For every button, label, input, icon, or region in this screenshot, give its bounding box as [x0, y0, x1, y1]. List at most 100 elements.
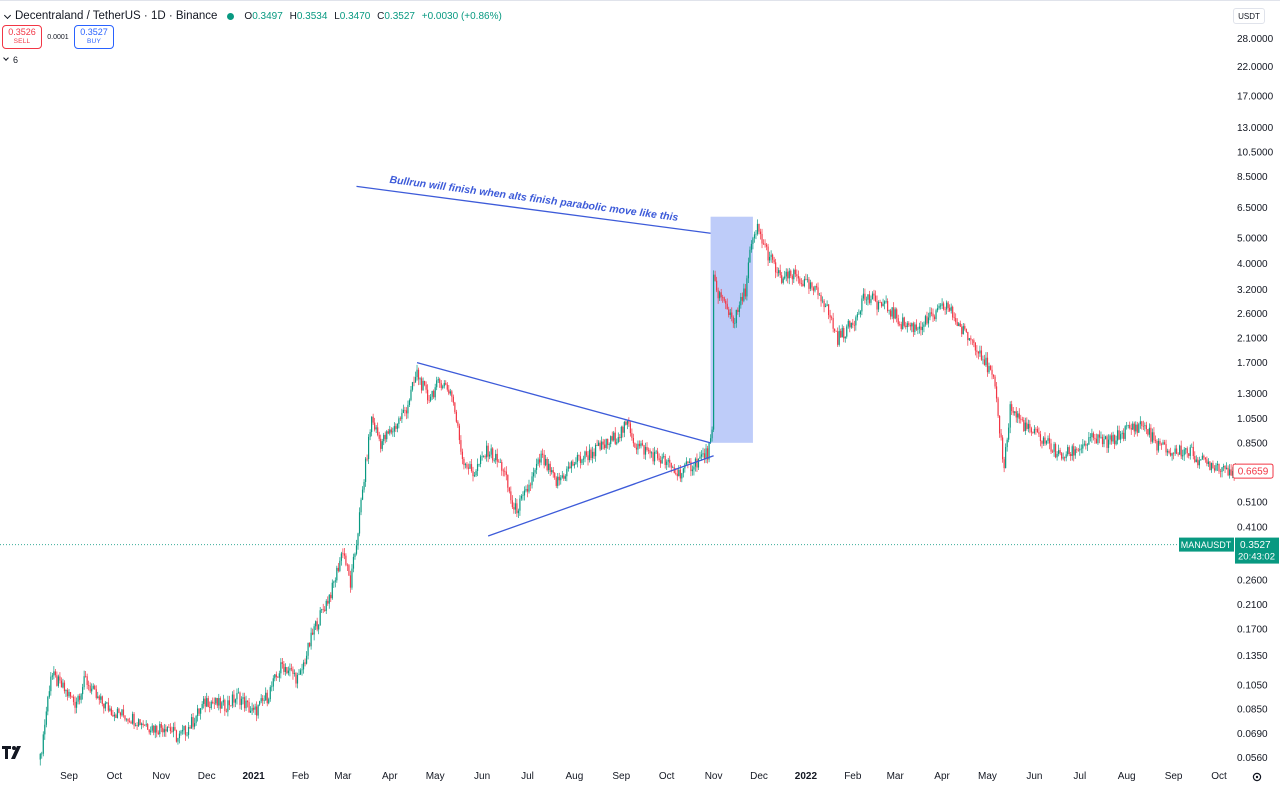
- candle-body: [110, 708, 112, 715]
- collapse-legend-icon[interactable]: [4, 8, 13, 24]
- candle-body: [802, 283, 804, 287]
- candle-body: [909, 325, 911, 327]
- candle-body: [54, 671, 56, 676]
- candle-body: [1021, 419, 1023, 421]
- parabolic-move-highlight-box[interactable]: [710, 216, 753, 443]
- candle-body: [310, 632, 312, 647]
- candle-body: [705, 448, 707, 459]
- candle-body: [417, 369, 420, 380]
- symbol-title[interactable]: Decentraland / TetherUS · 1D · Binance: [15, 10, 218, 22]
- candle-body: [1124, 426, 1126, 439]
- gear-icon[interactable]: [1252, 772, 1262, 782]
- spread-value: 0.0001: [47, 33, 69, 41]
- candle-body: [971, 339, 973, 341]
- candle-body: [943, 303, 945, 310]
- candle-body: [632, 437, 635, 444]
- candle-body: [856, 314, 858, 318]
- candle-body: [864, 293, 866, 300]
- candle-body: [936, 308, 939, 311]
- candle-body: [852, 322, 854, 325]
- candle-body: [1082, 444, 1084, 449]
- candle-body: [805, 278, 807, 280]
- candle-body: [420, 378, 423, 391]
- candle-body: [865, 299, 868, 301]
- candle-body: [407, 404, 409, 414]
- candle-body: [888, 310, 890, 312]
- candle-body: [593, 451, 595, 457]
- candle-body: [699, 456, 701, 459]
- x-tick-label: Feb: [292, 771, 310, 782]
- upper-trendline[interactable]: [416, 362, 711, 444]
- candle-body: [650, 452, 653, 454]
- buy-button[interactable]: 0.3527 BUY: [74, 25, 114, 49]
- candle-body: [640, 443, 642, 447]
- candle-body: [219, 698, 221, 709]
- candle-body: [103, 703, 105, 709]
- candle-body: [1156, 441, 1158, 451]
- candle-body: [281, 662, 283, 664]
- candle-body: [499, 462, 501, 463]
- sell-button[interactable]: 0.3526 SELL: [2, 25, 42, 49]
- candle-body: [1174, 448, 1176, 454]
- candle-body: [47, 696, 49, 712]
- candle-body: [700, 454, 703, 457]
- candle-body: [39, 753, 41, 760]
- trendlines[interactable]: Bullrun will finish when alts finish par…: [356, 174, 714, 537]
- candle-body: [596, 444, 598, 446]
- candle-body: [390, 429, 392, 433]
- symbol-legend[interactable]: Decentraland / TetherUS · 1D · Binance O…: [4, 8, 506, 24]
- candle-body: [172, 727, 175, 732]
- candle-body: [419, 378, 421, 380]
- candle-body: [109, 708, 111, 711]
- candle-body: [106, 702, 108, 704]
- candle-body: [187, 727, 190, 735]
- ohlc-close-value: 0.3527: [384, 10, 415, 22]
- candle-body: [924, 316, 927, 325]
- candle-body: [1185, 448, 1187, 450]
- candle-body: [831, 317, 833, 319]
- candle-body: [1157, 440, 1160, 451]
- candle-body: [1036, 429, 1039, 433]
- candle-body: [737, 309, 739, 312]
- indicators-toggle[interactable]: 6: [2, 53, 18, 67]
- y-tick-label: 2.1000: [1237, 334, 1268, 345]
- candle-body: [817, 287, 819, 296]
- annotation-line[interactable]: [356, 185, 711, 234]
- tradingview-logo-icon[interactable]: [2, 744, 26, 762]
- candle-body: [720, 292, 722, 298]
- candle-body: [849, 320, 851, 328]
- candle-body: [758, 223, 760, 232]
- chevron-down-icon[interactable]: [2, 53, 10, 67]
- candle-body: [298, 674, 300, 676]
- candle-body: [1144, 425, 1146, 427]
- candle-body: [292, 669, 294, 674]
- candle-body: [542, 453, 544, 455]
- candle-body: [1097, 434, 1099, 444]
- candle-body: [195, 716, 197, 724]
- candle-body: [599, 442, 601, 450]
- candle-body: [184, 726, 187, 736]
- candle-body: [702, 453, 704, 455]
- candle-body: [790, 270, 792, 276]
- candle-body: [1054, 444, 1057, 458]
- currency-selector[interactable]: USDT: [1233, 8, 1265, 24]
- candle-body: [941, 303, 943, 306]
- candle-body: [368, 436, 370, 460]
- candle-body: [381, 441, 383, 449]
- candle-body: [85, 676, 87, 677]
- price-axis[interactable]: 28.0000 22.0000 17.0000 13.0000 10.5000 8.500…: [1237, 34, 1274, 764]
- y-tick-label: 1.0500: [1237, 414, 1268, 425]
- candle-body: [926, 316, 928, 324]
- candle-body: [647, 449, 650, 451]
- time-axis[interactable]: Sep Oct Nov Dec 2021 Feb Mar Apr May Jun Jul Aug Sep…: [60, 771, 1227, 782]
- candle-body: [882, 303, 884, 307]
- annotation-text[interactable]: Bullrun will finish when alts finish par…: [389, 174, 679, 224]
- drawings-layer[interactable]: [710, 216, 753, 443]
- lower-trendline[interactable]: [487, 455, 714, 537]
- candle-body: [1006, 439, 1008, 448]
- candle-body: [610, 436, 612, 445]
- candle-body: [823, 300, 825, 307]
- candle-body: [1151, 432, 1154, 442]
- candle-body: [584, 451, 586, 459]
